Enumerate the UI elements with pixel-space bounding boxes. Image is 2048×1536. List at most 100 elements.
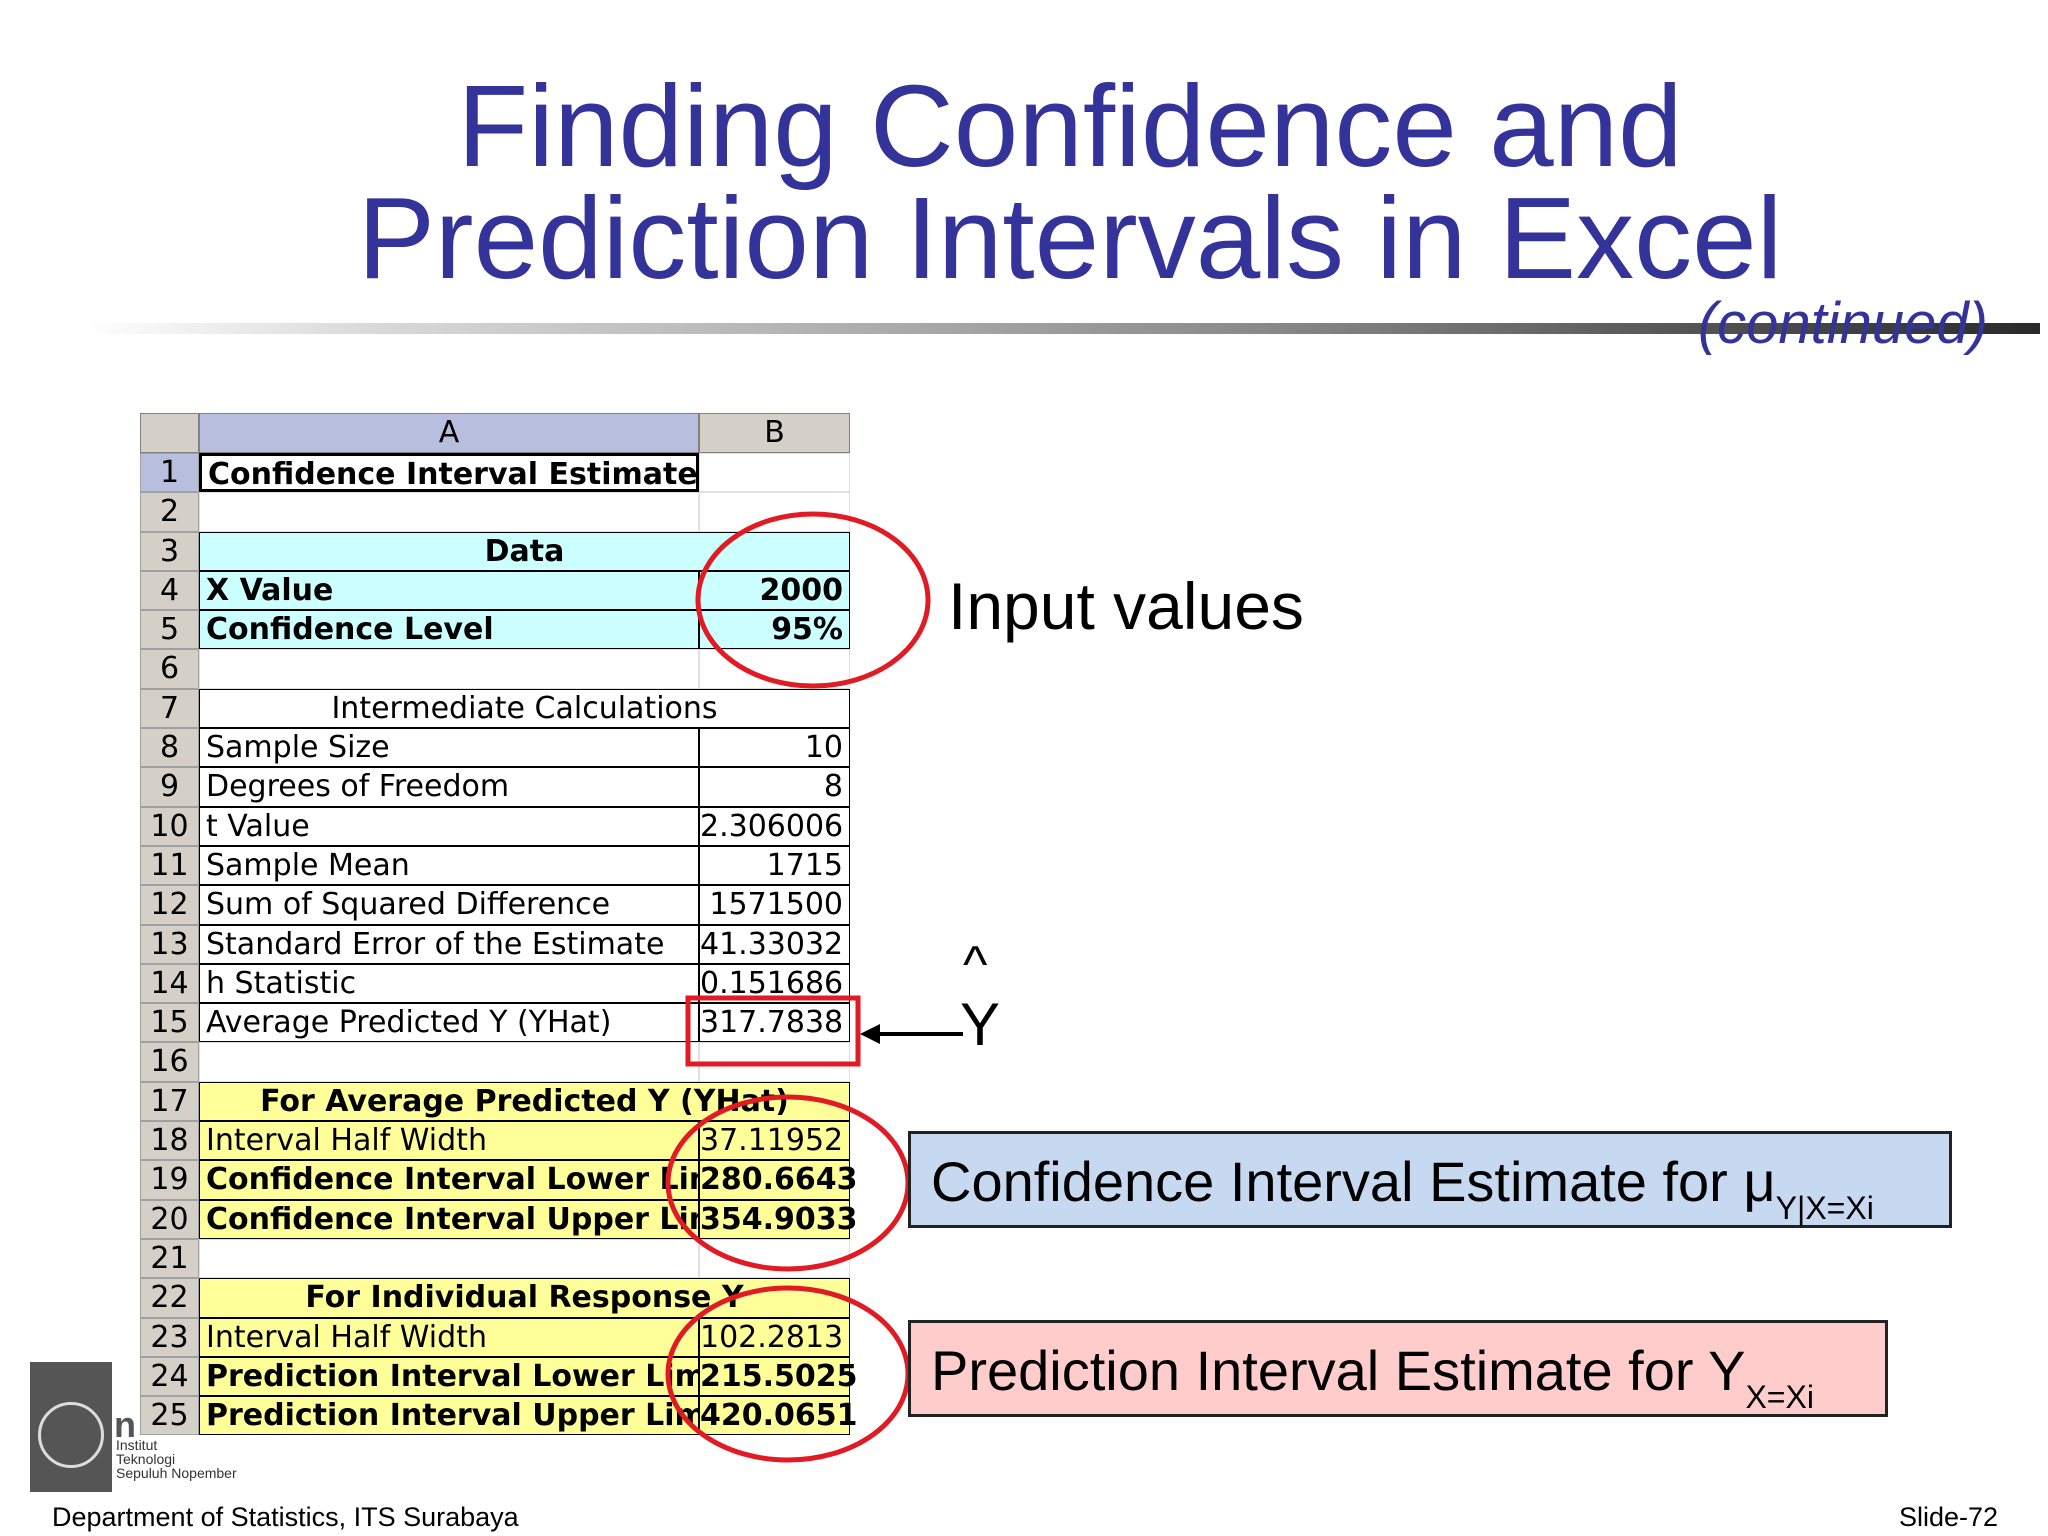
cell-a[interactable]: Standard Error of the Estimate xyxy=(199,924,699,964)
prediction-interval-callout: Prediction Interval Estimate for YX=Xi xyxy=(908,1320,1888,1417)
row-header[interactable]: 16 xyxy=(140,1042,199,1082)
row-header[interactable]: 6 xyxy=(140,649,199,689)
cell-a[interactable]: Prediction Interval Lower Limit xyxy=(199,1356,699,1397)
cell-b[interactable] xyxy=(699,1042,850,1082)
cell-b[interactable] xyxy=(699,492,850,532)
row-header[interactable]: 24 xyxy=(140,1356,199,1397)
merged-header-cell[interactable]: For Individual Response Y xyxy=(199,1278,850,1318)
cell-b[interactable]: 354.9033 xyxy=(699,1199,858,1239)
row-header[interactable]: 7 xyxy=(140,688,199,729)
cell-a[interactable] xyxy=(199,1238,699,1279)
cell-b[interactable]: 37.11952 xyxy=(699,1121,850,1161)
row-header[interactable]: 22 xyxy=(140,1278,199,1318)
row-header[interactable]: 5 xyxy=(140,610,199,650)
continued-label: (continued) xyxy=(1697,291,1988,356)
cell-b[interactable]: 420.0651 xyxy=(699,1396,858,1436)
cell-a[interactable]: Confidence Interval Estimate xyxy=(199,453,699,493)
cell-a[interactable]: Interval Half Width xyxy=(199,1317,699,1357)
footer-department: Department of Statistics, ITS Surabaya xyxy=(52,1502,519,1532)
cell-b[interactable]: 2000 xyxy=(699,570,850,611)
cell-b[interactable] xyxy=(699,453,850,493)
cell-b[interactable]: 280.6643 xyxy=(699,1160,858,1200)
sheet-row: 9 Degrees of Freedom 8 xyxy=(140,767,850,807)
column-header-a[interactable]: A xyxy=(199,413,699,453)
cell-b[interactable]: 10 xyxy=(699,728,850,768)
cell-b[interactable]: 0.151686 xyxy=(699,963,850,1004)
row-header[interactable]: 3 xyxy=(140,531,199,571)
select-all-corner[interactable] xyxy=(140,413,199,453)
cell-a[interactable]: Confidence Interval Upper Limit xyxy=(199,1199,699,1239)
row-header[interactable]: 25 xyxy=(140,1396,199,1436)
merged-header-cell[interactable]: For Average Predicted Y (YHat) xyxy=(199,1081,850,1122)
cell-b[interactable]: 1715 xyxy=(699,845,850,886)
row-header[interactable]: 21 xyxy=(140,1238,199,1279)
sheet-row: 3 Data xyxy=(140,531,850,571)
row-header[interactable]: 14 xyxy=(140,963,199,1004)
cell-a[interactable] xyxy=(199,1042,699,1082)
cell-a[interactable]: Interval Half Width xyxy=(199,1121,699,1161)
title-rule xyxy=(80,323,2040,334)
sheet-row: 17 For Average Predicted Y (YHat) xyxy=(140,1081,850,1122)
its-logo-text: Institut Teknologi Sepuluh Nopember xyxy=(116,1438,237,1480)
row-header[interactable]: 13 xyxy=(140,924,199,964)
merged-header-cell[interactable]: Data xyxy=(199,531,850,571)
sheet-row: 16 xyxy=(140,1042,850,1082)
cell-b[interactable]: 317.7838 xyxy=(699,1003,850,1043)
row-header[interactable]: 23 xyxy=(140,1317,199,1357)
cell-b[interactable]: 102.2813 xyxy=(699,1317,850,1357)
cell-b[interactable] xyxy=(699,1238,850,1279)
row-header[interactable]: 17 xyxy=(140,1081,199,1122)
column-header-row: A B xyxy=(140,413,850,453)
row-header[interactable]: 18 xyxy=(140,1121,199,1161)
column-header-b[interactable]: B xyxy=(699,413,850,453)
cell-b[interactable] xyxy=(699,649,850,689)
cell-b[interactable]: 1571500 xyxy=(699,885,850,925)
sheet-row: 12 Sum of Squared Difference 1571500 xyxy=(140,885,850,925)
cell-a[interactable]: Average Predicted Y (YHat) xyxy=(199,1003,699,1043)
cell-a[interactable]: t Value xyxy=(199,806,699,846)
cell-a[interactable]: Sample Mean xyxy=(199,845,699,886)
row-header[interactable]: 9 xyxy=(140,767,199,807)
cell-a[interactable]: Prediction Interval Upper Limit xyxy=(199,1396,699,1436)
confidence-interval-callout-text: Confidence Interval Estimate for μ xyxy=(931,1150,1776,1213)
cell-a[interactable] xyxy=(199,649,699,689)
cell-a[interactable]: Degrees of Freedom xyxy=(199,767,699,807)
cell-a[interactable]: Sample Size xyxy=(199,728,699,768)
input-values-label: Input values xyxy=(948,569,1304,643)
row-header[interactable]: 15 xyxy=(140,1003,199,1043)
sheet-row: 2 xyxy=(140,492,850,532)
merged-header-cell[interactable]: Intermediate Calculations xyxy=(199,688,850,729)
row-header[interactable]: 2 xyxy=(140,492,199,532)
cell-a[interactable]: Confidence Interval Lower Limit xyxy=(199,1160,699,1200)
row-header[interactable]: 10 xyxy=(140,806,199,846)
row-header[interactable]: 12 xyxy=(140,885,199,925)
cell-a[interactable]: Sum of Squared Difference xyxy=(199,885,699,925)
cell-a[interactable]: Confidence Level xyxy=(199,610,699,650)
cell-b[interactable]: 215.5025 xyxy=(699,1356,858,1397)
sheet-row: 1 Confidence Interval Estimate xyxy=(140,453,850,493)
its-emblem-icon xyxy=(38,1402,104,1468)
cell-b[interactable]: 2.306006 xyxy=(699,806,850,846)
sheet-row: 19 Confidence Interval Lower Limit 280.664… xyxy=(140,1160,858,1200)
sheet-row: 13 Standard Error of the Estimate 41.33032 xyxy=(140,924,850,964)
cell-a[interactable]: X Value xyxy=(199,570,699,611)
cell-b[interactable]: 8 xyxy=(699,767,850,807)
row-header[interactable]: 1 xyxy=(140,453,199,493)
row-header[interactable]: 4 xyxy=(140,570,199,611)
cell-b[interactable]: 95% xyxy=(699,610,850,650)
cell-b[interactable]: 41.33032 xyxy=(699,924,850,964)
cell-a[interactable] xyxy=(199,492,699,532)
sheet-row: 11 Sample Mean 1715 xyxy=(140,845,850,886)
sheet-row: 8 Sample Size 10 xyxy=(140,728,850,768)
cell-a[interactable]: h Statistic xyxy=(199,963,699,1004)
sheet-row: 7 Intermediate Calculations xyxy=(140,688,850,729)
its-logo-glyph: n xyxy=(114,1404,136,1445)
row-header[interactable]: 11 xyxy=(140,845,199,886)
prediction-interval-callout-subscript: X=Xi xyxy=(1745,1379,1814,1415)
sheet-row: 5 Confidence Level 95% xyxy=(140,610,850,650)
confidence-interval-callout-subscript: Y|X=Xi xyxy=(1775,1190,1874,1226)
footer-slide-number: Slide-72 xyxy=(1898,1502,1998,1532)
row-header[interactable]: 8 xyxy=(140,728,199,768)
row-header[interactable]: 20 xyxy=(140,1199,199,1239)
row-header[interactable]: 19 xyxy=(140,1160,199,1200)
